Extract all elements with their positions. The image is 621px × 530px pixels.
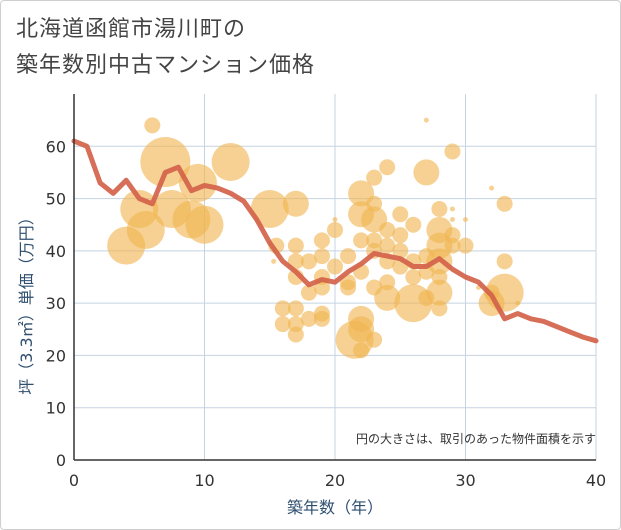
bubble-point <box>274 316 291 333</box>
bubble-point <box>340 248 357 265</box>
bubble-point <box>379 159 396 176</box>
x-tick-label: 0 <box>69 471 79 490</box>
trend-line-layer <box>71 138 599 344</box>
bubble-point <box>431 300 448 317</box>
bubble-point <box>178 163 217 202</box>
bubble-point <box>211 142 250 181</box>
x-tick-label: 10 <box>194 471 214 490</box>
y-tick-label: 50 <box>46 190 66 209</box>
y-tick-label: 20 <box>46 346 66 365</box>
bubble-point <box>379 237 396 254</box>
bubble-point <box>327 258 343 275</box>
grid-layer <box>74 94 597 460</box>
bubble-point <box>379 221 396 238</box>
x-tick-label: 30 <box>455 471 475 490</box>
bubble-point <box>449 216 455 222</box>
bubble-point <box>332 216 338 222</box>
bubble-point <box>287 253 304 270</box>
bubble-point <box>366 169 383 186</box>
bubble-point <box>300 284 317 301</box>
bubble-point <box>405 269 422 285</box>
bubble-point <box>313 232 330 249</box>
bubble-point <box>340 279 357 296</box>
x-axis-title: 築年数（年） <box>287 498 383 517</box>
chart-title-line-1: 北海道函館市湯川町の <box>16 17 247 42</box>
bubble-layer <box>107 117 524 359</box>
bubble-point <box>140 136 191 187</box>
chart-title: 北海道函館市湯川町の 築年数別中古マンション価格 <box>16 12 315 84</box>
x-tick-label: 40 <box>586 471 606 490</box>
bubble-point <box>431 201 448 218</box>
bubble-point <box>366 331 383 348</box>
bubble-point <box>463 216 468 222</box>
bubble-point <box>353 232 370 249</box>
y-tick-label: 40 <box>46 242 66 261</box>
bubble-point <box>413 159 440 186</box>
bubble-point <box>449 206 455 212</box>
average-price-line <box>71 138 599 344</box>
bubble-point <box>353 342 370 359</box>
y-tick-label: 30 <box>46 294 66 313</box>
bubble-point <box>489 185 495 191</box>
bubble-point <box>426 279 453 306</box>
bubble-point <box>271 258 277 264</box>
bubble-point <box>313 248 330 265</box>
bubble-point <box>392 206 409 223</box>
bubble-point <box>287 326 304 343</box>
bubble-point <box>496 195 513 212</box>
bubble-point <box>405 216 422 233</box>
x-tick-label: 20 <box>325 471 345 490</box>
bubble-point <box>250 190 289 229</box>
y-tick-label: 60 <box>46 137 66 156</box>
bubble-point <box>444 237 461 254</box>
bubble-point <box>287 300 304 317</box>
bubble-point <box>300 310 317 327</box>
axis-layer: 0 10 20 30 40 50 60 0 10 20 30 40 <box>46 94 606 490</box>
bubble-point <box>444 143 461 160</box>
bubble-point <box>374 284 401 311</box>
y-axis-title: 坪（3.3㎡）単価（万円） <box>17 209 36 394</box>
bubble-point <box>496 253 513 270</box>
y-tick-label: 10 <box>46 399 66 418</box>
bubble-point <box>282 190 309 217</box>
bubble-point <box>392 242 409 259</box>
bubble-point <box>144 117 161 134</box>
y-tick-label: 0 <box>56 451 66 470</box>
bubble-size-note: 円の大きさは、取引のあった物件面積を示す <box>356 431 596 446</box>
bubble-point <box>423 117 429 123</box>
bubble-point <box>126 210 165 249</box>
bubble-point <box>313 310 330 327</box>
chart-title-line-2: 築年数別中古マンション価格 <box>16 53 316 78</box>
bubble-point <box>327 221 343 238</box>
bubble-point <box>185 205 224 244</box>
bubble-point <box>457 237 474 254</box>
bubble-point <box>515 300 521 306</box>
bubble-point <box>392 227 409 244</box>
bubble-point <box>274 300 291 317</box>
bubble-point <box>300 253 317 270</box>
bubble-point <box>287 237 304 254</box>
